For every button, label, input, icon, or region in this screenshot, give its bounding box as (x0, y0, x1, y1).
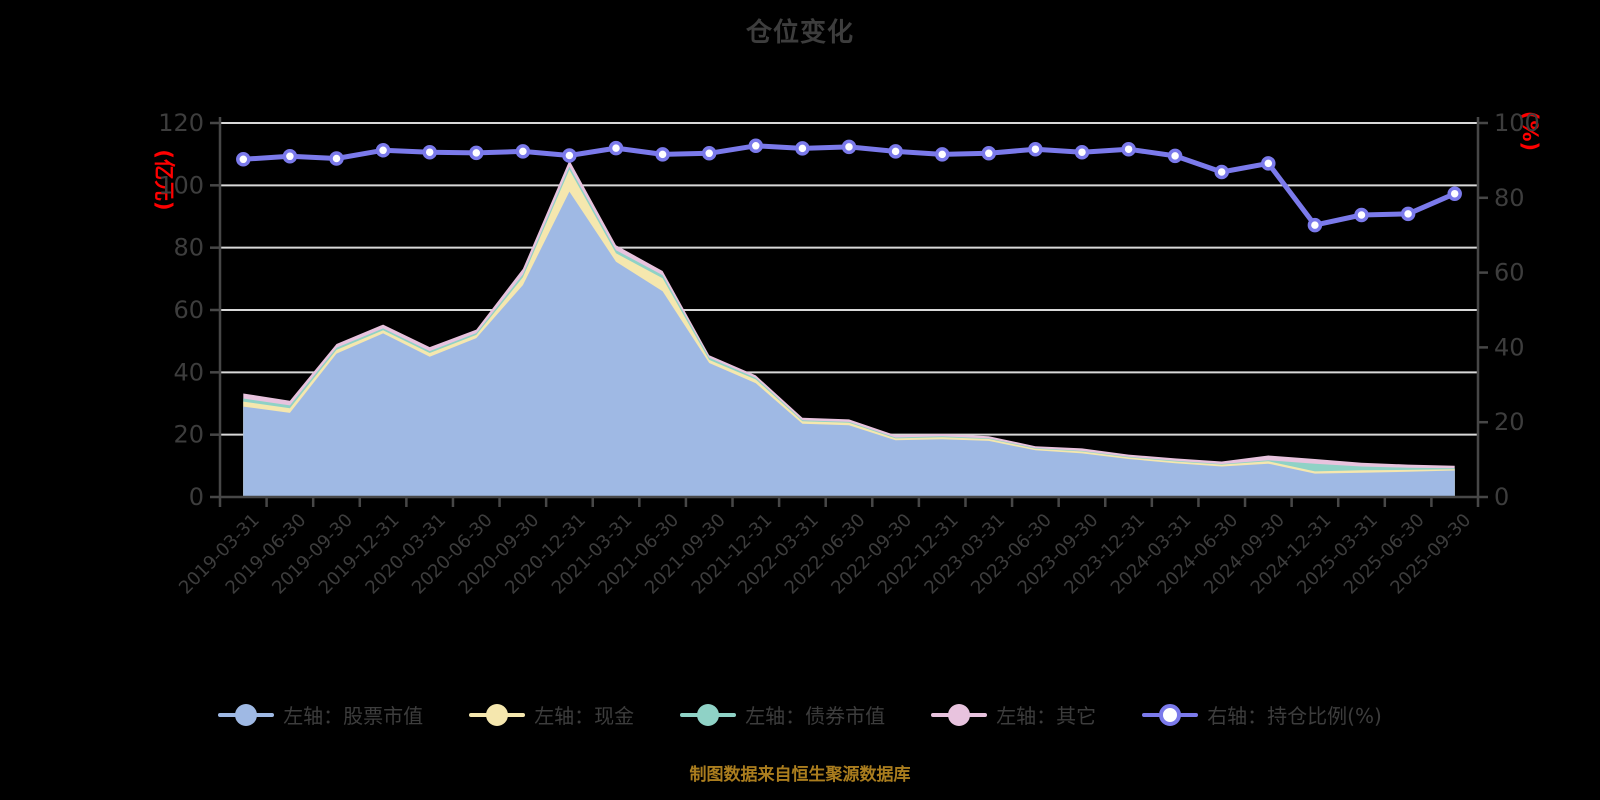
ratio-point-marker (1261, 156, 1276, 171)
right-axis-tick-label: 20 (1494, 408, 1525, 436)
ratio-point-marker (655, 147, 670, 162)
ratio-point-marker (888, 144, 903, 159)
ratio-point-marker (608, 140, 624, 156)
legend-label: 左轴：债券市值 (745, 704, 886, 728)
ratio-point-marker (1214, 164, 1229, 180)
ratio-point-marker (469, 145, 484, 161)
ratio-point-marker (934, 147, 950, 162)
legend-item-4[interactable]: 右轴：持仓比例(%) (1142, 700, 1382, 729)
legend-item-1[interactable]: 左轴：现金 (469, 700, 634, 729)
right-axis-ticks: 0 20 40 60 80 100 (1478, 109, 1540, 511)
right-axis-tick-label: 0 (1494, 483, 1509, 511)
left-axis-tick-label: 20 (173, 421, 204, 449)
ratio-point-marker (1074, 144, 1090, 160)
legend-item-2[interactable]: 左轴：债券市值 (680, 700, 885, 729)
right-axis-tick-label: 60 (1494, 259, 1525, 287)
stacked-areas (243, 160, 1455, 498)
ratio-point-marker (329, 151, 344, 166)
ratio-point-marker (562, 148, 577, 163)
legend-item-3[interactable]: 左轴：其它 (931, 700, 1096, 729)
ratio-point-marker (236, 152, 251, 167)
legend-label: 左轴：现金 (534, 704, 635, 728)
ratio-point-marker (1447, 186, 1462, 201)
area-0 (243, 191, 1455, 497)
left-axis-tick-label: 80 (173, 234, 204, 262)
ratio-point-marker (841, 139, 857, 155)
data-source-note: 制图数据来自恒生聚源数据库 (689, 765, 911, 785)
legend-marker-icon (469, 703, 526, 726)
ratio-point-marker (1354, 207, 1369, 223)
ratio-point-marker (701, 146, 717, 161)
ratio-point-marker (1167, 148, 1183, 164)
ratio-point-marker (1400, 206, 1416, 222)
legend-item-0[interactable]: 左轴：股票市值 (218, 700, 423, 729)
right-axis-tick-label: 100 (1494, 109, 1540, 137)
legend: 左轴：股票市值 左轴：现金 左轴：债券市值 左轴：其它 右轴：持仓比例(%) (0, 700, 1600, 729)
left-axis-tick-label: 40 (173, 358, 204, 386)
ratio-point-marker (375, 143, 391, 158)
legend-label: 右轴：持仓比例(%) (1207, 704, 1382, 728)
ratio-point-marker (422, 144, 437, 160)
left-axis-tick-label: 120 (158, 109, 204, 137)
ratio-point-marker (748, 138, 764, 154)
x-axis-ticks: 2019-03-312019-06-302019-09-302019-12-31… (175, 497, 1480, 599)
ratio-line (236, 138, 1462, 233)
chart-title: 仓位变化 (745, 18, 854, 48)
legend-label: 左轴：股票市值 (283, 704, 424, 728)
ratio-point-marker (795, 141, 810, 156)
right-axis-tick-label: 40 (1494, 333, 1525, 361)
ratio-point-marker (1121, 141, 1136, 157)
legend-marker-icon (931, 703, 988, 726)
left-axis-tick-label: 100 (158, 171, 204, 199)
ratio-point-marker (282, 149, 298, 164)
legend-label: 左轴：其它 (996, 704, 1097, 728)
ratio-point-marker (981, 146, 997, 161)
legend-marker-icon (680, 703, 737, 726)
ratio-point-marker (1028, 141, 1043, 157)
ratio-point-marker (1307, 217, 1323, 233)
legend-marker-icon (218, 703, 275, 726)
right-axis-tick-label: 80 (1494, 184, 1525, 212)
legend-marker-icon (1142, 703, 1199, 726)
left-axis-tick-label: 0 (189, 483, 204, 511)
ratio-point-marker (515, 144, 531, 159)
left-axis-ticks: 0 20 40 60 80 100 120 (158, 109, 220, 511)
left-axis-tick-label: 60 (173, 296, 204, 324)
